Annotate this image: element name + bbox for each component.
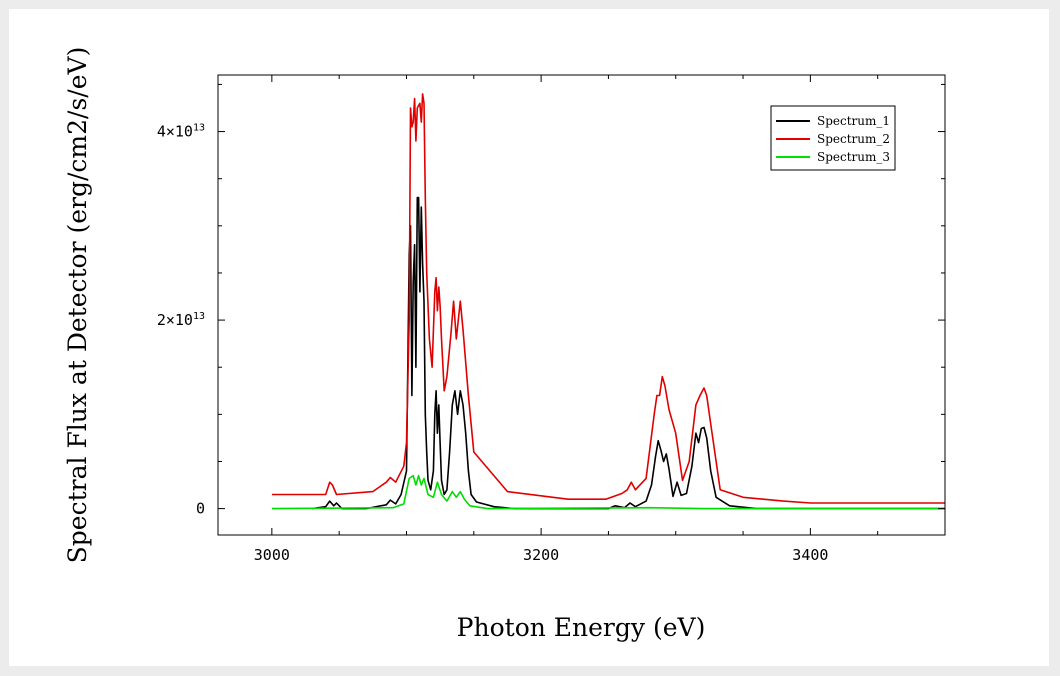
x-tick-label: 3400 [792, 546, 828, 564]
series-line-spectrum-1 [312, 196, 945, 510]
series-line-spectrum-3 [271, 474, 945, 510]
legend-label-spectrum-3: Spectrum_3 [817, 150, 890, 164]
legend-label-spectrum-2: Spectrum_2 [817, 132, 890, 146]
legend: Spectrum_1 Spectrum_2 Spectrum_3 [770, 105, 896, 171]
y-tick-label: 0 [196, 500, 205, 518]
plot-area-border [217, 74, 946, 536]
series-line-spectrum-2 [271, 93, 945, 504]
y-tick-label: 2×1013 [157, 311, 205, 329]
x-tick-label: 3200 [523, 546, 559, 564]
legend-label-spectrum-1: Spectrum_1 [817, 114, 890, 128]
x-axis-title: Photon Energy (eV) [457, 613, 706, 642]
x-tick-label: 3000 [254, 546, 290, 564]
y-tick-label: 4×1013 [157, 123, 205, 141]
y-axis-title: Spectral Flux at Detector (erg/cm2/s/eV) [63, 47, 92, 564]
